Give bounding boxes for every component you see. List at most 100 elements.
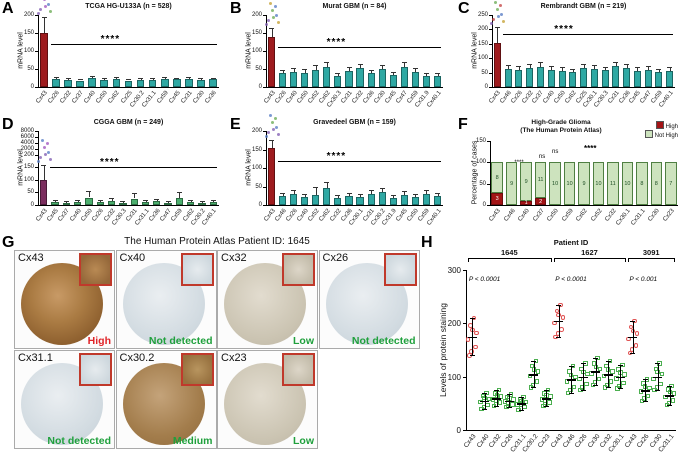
data-point	[614, 376, 619, 381]
bar	[85, 197, 93, 205]
data-point	[633, 343, 639, 348]
gene-label: Cx26	[322, 252, 349, 264]
error-bar-cap	[335, 195, 341, 197]
stack-segment-nothigh	[534, 162, 547, 199]
bar	[367, 193, 375, 205]
group-bracket	[628, 258, 675, 259]
y-tick-mark	[487, 183, 490, 185]
bar	[400, 66, 408, 87]
bar	[136, 79, 145, 87]
mean-line	[492, 398, 502, 400]
staining-status: Low	[293, 335, 314, 347]
error-bar-cap	[379, 187, 385, 189]
y-axis	[490, 141, 491, 205]
bar	[119, 202, 127, 205]
error-bar	[583, 63, 585, 68]
error-bar	[371, 190, 373, 194]
error-bar	[179, 192, 181, 198]
bar	[279, 73, 287, 87]
error-bar-cap	[52, 200, 58, 201]
outlier-dot	[274, 14, 278, 18]
data-point	[568, 387, 573, 393]
y-tick-mark	[489, 58, 492, 60]
gene-label: Cx43	[18, 252, 44, 264]
y-tick-label: 150	[251, 30, 262, 36]
y-tick-label: 50	[27, 66, 34, 72]
patient-id: 3091	[642, 248, 660, 257]
y-tick-label: 0	[482, 202, 486, 208]
y-tick-mark	[489, 15, 492, 16]
bar	[644, 69, 652, 87]
error-bar-cap	[313, 65, 319, 67]
outlier-dot	[500, 13, 504, 17]
stack-count-nothigh: 9	[510, 180, 514, 187]
error-bar-cap	[519, 409, 525, 411]
y-tick-mark	[263, 186, 266, 188]
data-point	[659, 371, 664, 377]
legend-item: High	[655, 121, 678, 130]
outlier-dot	[492, 18, 496, 22]
bar	[590, 69, 598, 87]
bar	[400, 194, 408, 205]
error-bar-cap	[198, 78, 204, 79]
error-bar-cap	[634, 67, 640, 69]
error-bar	[371, 69, 373, 74]
staining-status: Not detected	[148, 335, 213, 347]
group-bracket-end	[550, 258, 552, 262]
data-point	[670, 398, 676, 403]
error-bar-cap	[150, 78, 156, 80]
mean-line	[578, 376, 588, 379]
error-bar	[415, 68, 417, 72]
error-bar-cap	[667, 404, 673, 406]
error-bar-cap	[41, 164, 47, 166]
y-tick-label: 100	[251, 165, 262, 171]
ihc-tile: Cx23 Low	[217, 350, 318, 449]
y-tick-mark	[35, 148, 38, 150]
chart-title: High-Grade Glioma	[531, 119, 591, 126]
error-bar	[382, 64, 384, 69]
y-tick-mark	[263, 15, 266, 16]
error-bar-cap	[568, 366, 574, 367]
legend-label: High	[665, 124, 678, 130]
error-bar-cap	[412, 194, 418, 196]
significance-line	[49, 167, 217, 169]
bar	[601, 70, 609, 87]
error-bar-cap	[642, 400, 648, 402]
stack-count-nothigh: 11	[537, 177, 544, 184]
p-value: P < 0.001	[629, 276, 658, 283]
error-bar	[404, 191, 406, 195]
stack-segment-nothigh	[621, 162, 634, 205]
error-bar	[156, 199, 158, 202]
error-bar-cap	[494, 390, 500, 391]
error-bar	[415, 194, 417, 197]
y-tick-label: 150	[23, 164, 34, 171]
error-bar	[626, 63, 628, 68]
group-bracket-end	[624, 258, 626, 262]
error-bar	[92, 76, 94, 79]
gene-label: Cx40	[119, 252, 146, 264]
error-bar-cap	[543, 390, 549, 391]
y-tick-mark	[463, 323, 466, 325]
y-tick-mark	[35, 51, 38, 52]
bar	[356, 196, 364, 205]
bar	[124, 80, 133, 87]
error-bar-cap	[210, 77, 216, 79]
data-point	[617, 383, 622, 389]
bar	[345, 195, 353, 206]
error-bar-cap	[602, 66, 608, 68]
error-bar	[282, 69, 284, 74]
error-bar	[145, 200, 147, 202]
error-bar	[508, 64, 510, 70]
outlier-dot	[496, 8, 500, 12]
data-point	[642, 396, 647, 401]
data-point	[658, 381, 663, 387]
y-tick-mark	[263, 205, 266, 206]
data-point	[555, 331, 561, 336]
patient-id: 1645	[500, 248, 518, 257]
data-point	[474, 330, 479, 336]
error-bar-cap	[642, 379, 648, 381]
tissue-inset-zoom	[79, 353, 112, 386]
outlier-dot	[276, 133, 280, 137]
chart-gravedeel: Gravedeel GBM (n = 159) 0 50 100 150 200 mRNA …	[240, 114, 448, 232]
y-tick-label: 50	[255, 183, 262, 190]
